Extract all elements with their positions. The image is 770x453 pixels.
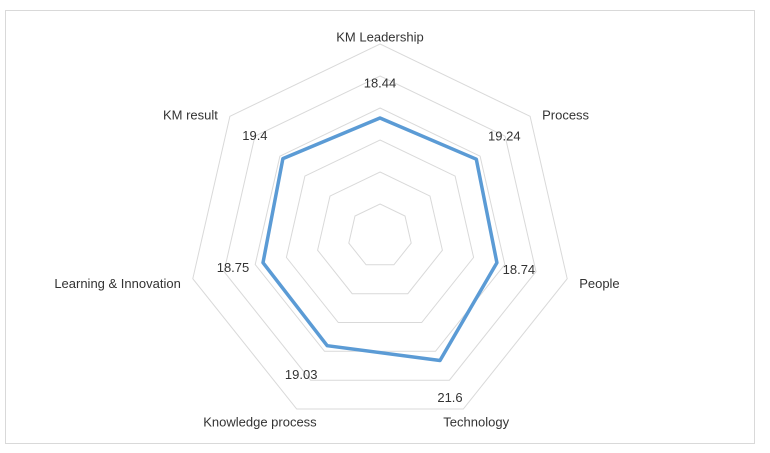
- category-label-5: Learning & Innovation: [54, 276, 180, 291]
- value-label-2: 18.74: [503, 262, 536, 277]
- category-label-4: Knowledge process: [203, 414, 317, 429]
- chart-frame: [5, 10, 755, 444]
- value-label-0: 18.44: [364, 75, 397, 90]
- grid-ring-3: [285, 139, 475, 323]
- series-line-0: [261, 116, 499, 363]
- value-label-4: 19.03: [285, 367, 318, 382]
- grid-ring-6: [192, 43, 568, 410]
- grid-ring-1: [348, 203, 412, 266]
- grid-ring-2: [317, 171, 443, 295]
- value-label-3: 21.6: [437, 390, 462, 405]
- value-label-6: 19.4: [242, 128, 267, 143]
- category-label-0: KM Leadership: [336, 29, 423, 44]
- radar-grid: [192, 43, 568, 410]
- value-label-1: 19.24: [488, 129, 521, 144]
- category-label-6: KM result: [163, 108, 218, 123]
- grid-ring-5: [223, 75, 537, 381]
- category-label-1: Process: [542, 108, 589, 123]
- series-layer: [261, 116, 499, 363]
- labels-layer: KM Leadership Process People Technology Know…: [54, 29, 619, 429]
- category-label-3: Technology: [443, 414, 509, 429]
- category-label-2: People: [579, 276, 619, 291]
- value-label-5: 18.75: [217, 260, 250, 275]
